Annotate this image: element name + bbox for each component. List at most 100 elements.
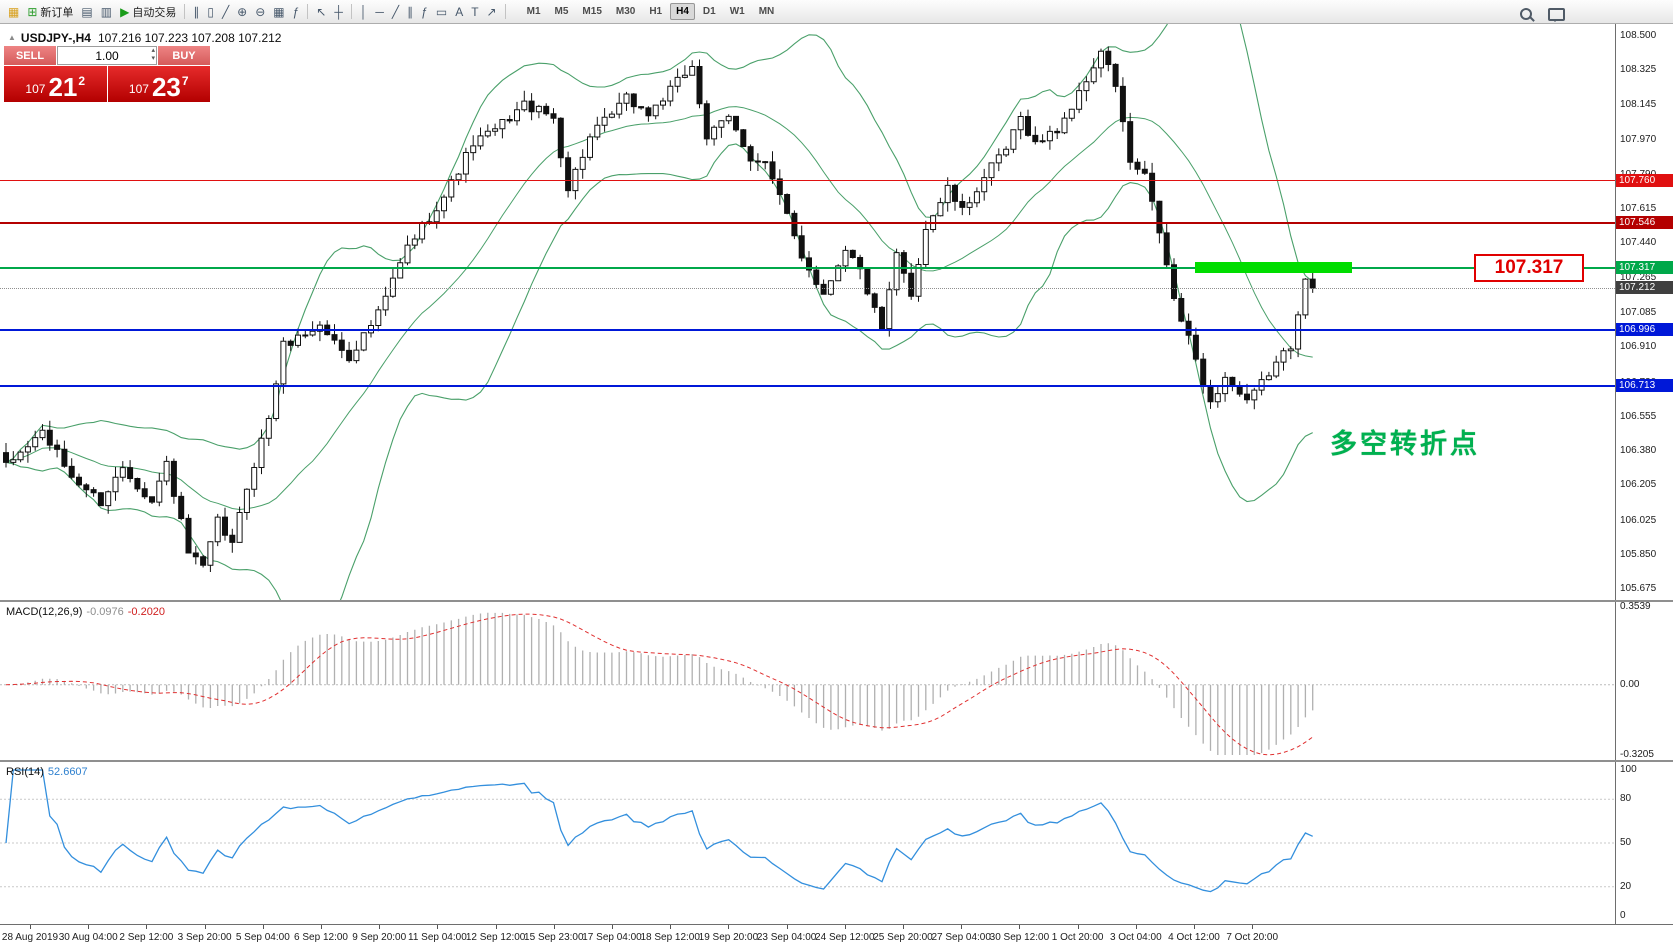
timeframe-mn-button[interactable]: MN [758,6,775,17]
price-level-line[interactable] [0,180,1615,182]
one-click-price-row: 107 21 2 107 23 7 [4,66,210,102]
indicators-button[interactable]: ƒ [290,2,303,22]
auto-trading-button[interactable]: ▶ 自动交易 [117,2,179,22]
macd-main-value: -0.0976 [86,606,124,618]
channel-button[interactable]: ∥ [404,2,416,22]
horizontal-line-button[interactable]: ─ [372,2,387,22]
price-axis-badge: 107.760 [1616,173,1673,187]
search-button[interactable] [1517,3,1535,23]
buy-button[interactable]: BUY [158,46,210,65]
price-annotation-box[interactable]: 107.317 [1474,253,1584,282]
rsi-canvas[interactable] [0,762,1615,924]
vertical-line-button[interactable]: │ [357,2,371,22]
zoom-in-button[interactable]: ⊕ [234,2,250,22]
toolbar: ▦ ⊞ 新订单 ▤ ▥ ▶ 自动交易 ∥ ▯ ╱ ⊕ ⊖ ▦ ƒ ↖ ┼ │ ─ ╱ ∥ ƒ ▭ A T ↗ M1 M5 M15 M3… [0,0,1673,24]
rsi-plot[interactable] [0,762,1615,924]
chart-window-icon: ▤ [81,4,93,19]
new-order-icon: ⊞ [27,4,38,19]
bar-chart-button[interactable]: ∥ [190,2,202,22]
price-axis-label: 105.850 [1620,548,1657,560]
timeframe-m15-button[interactable]: M15 [582,6,602,17]
collapse-icon[interactable] [8,33,16,42]
time-label: 18 Sep 12:00 [640,932,700,943]
crosshair-button[interactable]: ┼ [331,2,346,22]
timeframe-d1-button[interactable]: D1 [702,6,716,17]
label-button[interactable]: T [468,2,481,22]
time-label: 3 Sep 20:00 [177,932,232,943]
auto-trading-button-label: 自动交易 [132,6,177,19]
volume-down-button[interactable] [151,55,155,63]
chart-plot[interactable] [0,24,1615,600]
volume-control[interactable]: 1.00 [57,46,157,65]
price-axis-badge: 106.996 [1616,323,1673,337]
chart-window-button[interactable]: ▤ [78,2,95,22]
price-level-line[interactable] [0,266,1615,269]
pane-separator-2[interactable] [0,760,1673,762]
sell-price-button[interactable]: 107 21 2 [4,66,107,102]
chat-button[interactable] [1545,3,1568,23]
time-tick [204,925,206,929]
rsi-axis-label: 20 [1620,880,1632,892]
time-tick [612,925,613,929]
sell-button[interactable]: SELL [4,46,56,65]
trendline-button[interactable]: ╱ [389,2,402,22]
timeframe-w1-button[interactable]: W1 [729,6,745,17]
new-order-button[interactable]: ⊞ 新订单 [24,2,76,22]
timeframe-h1-button[interactable]: H1 [649,6,663,17]
macd-plot[interactable] [0,602,1615,760]
price-axis-badge: 107.317 [1616,260,1673,274]
profiles-button[interactable]: ▥ [98,2,115,22]
macd-axis-label: -0.3205 [1620,749,1654,760]
timeframe-m30-button[interactable]: M30 [615,6,636,17]
timeframe-m1-button[interactable]: M1 [526,6,541,17]
price-axis[interactable]: 108.500108.325108.145107.970107.790107.6… [1615,24,1673,600]
rsi-axis-label: 0 [1620,910,1626,921]
zoom-out-button[interactable]: ⊖ [252,2,268,22]
price-level-line[interactable] [0,384,1615,387]
volume-value[interactable]: 1.00 [95,48,119,63]
buy-price-button[interactable]: 107 23 7 [107,66,210,102]
cursor-button[interactable]: ↖ [313,2,329,22]
time-label: 30 Sep 12:00 [989,932,1050,943]
rsi-axis-label: 80 [1620,793,1632,805]
price-level-line[interactable] [0,329,1615,332]
price-axis-label: 106.205 [1620,479,1657,491]
bollinger-bands [5,24,1314,600]
tile-windows-button[interactable]: ▦ [270,2,287,22]
chat-icon [1548,7,1565,22]
candlestick-button[interactable]: ▯ [204,2,217,22]
new-order-button-label: 新订单 [40,6,74,19]
arrows-button[interactable]: ↗ [484,2,500,22]
time-tick [1019,925,1021,929]
line-chart-button[interactable]: ╱ [219,2,232,22]
price-axis-label: 106.555 [1620,410,1657,422]
price-level-line[interactable] [0,221,1615,224]
pane-separator-1[interactable] [0,600,1673,602]
auto-trading-icon: ▶ [120,4,130,19]
price-axis-label: 107.970 [1620,133,1657,145]
volume-up-button[interactable] [151,47,155,55]
time-label: 12 Sep 12:00 [465,932,526,943]
candlestick-canvas[interactable] [0,24,1615,600]
macd-canvas[interactable] [0,602,1615,760]
profiles-icon: ▥ [100,4,113,19]
app-icon[interactable]: ▦ [5,2,22,22]
time-tick [1252,925,1254,929]
trendline-icon: ╱ [391,4,400,19]
zoom-out-icon: ⊖ [255,4,266,19]
time-tick [1077,925,1079,929]
fibonacci-button[interactable]: ƒ [418,2,431,22]
time-label: 4 Oct 12:00 [1168,932,1220,943]
timeframe-h4-button[interactable]: H4 [670,3,695,20]
shapes-button[interactable]: ▭ [433,2,450,22]
time-tick [30,925,31,929]
time-label: 1 Oct 20:00 [1051,932,1104,943]
macd-label: MACD(12,26,9) -0.0976 -0.2020 [6,606,165,618]
text-button[interactable]: A [452,2,466,22]
time-axis[interactable]: 28 Aug 2019 30 Aug 04:00 2 Sep 12:00 3 Sep … [0,924,1673,948]
time-label: 7 Oct 20:00 [1226,932,1279,943]
timeframe-m5-button[interactable]: M5 [554,6,569,17]
price-axis-label: 107.615 [1620,203,1657,215]
cursor-icon: ↖ [316,4,327,19]
macd-signal-value: -0.2020 [127,606,166,618]
